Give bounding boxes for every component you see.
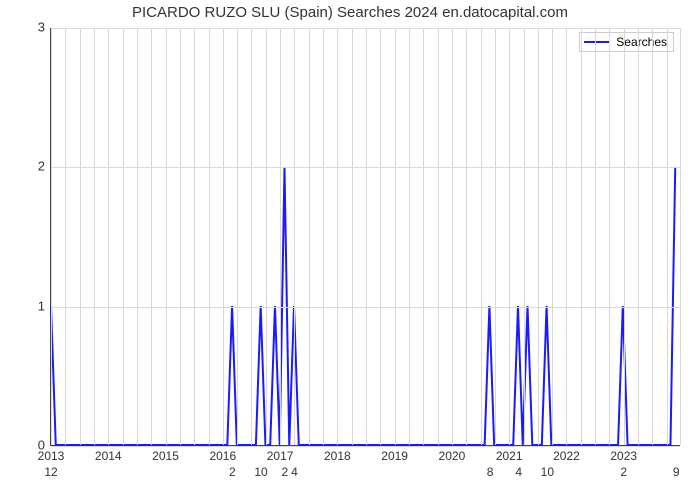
gridline-vertical-minor (538, 28, 539, 445)
value-label: 4 (291, 465, 298, 479)
gridline-vertical (223, 28, 224, 445)
gridline-vertical-minor (481, 28, 482, 445)
plot-area: Searches 0123201320142015201620172018201… (50, 28, 680, 446)
gridline-vertical-minor (309, 28, 310, 445)
gridline-vertical-minor (380, 28, 381, 445)
gridline-vertical (566, 28, 567, 445)
gridline-vertical-minor (652, 28, 653, 445)
x-tick-label: 2021 (496, 449, 523, 463)
x-tick-label: 2020 (439, 449, 466, 463)
y-tick-label: 2 (38, 159, 45, 174)
value-label: 10 (254, 465, 267, 479)
value-label: 8 (487, 465, 494, 479)
gridline-vertical-minor (423, 28, 424, 445)
gridline-vertical (680, 28, 681, 445)
gridline-vertical-minor (194, 28, 195, 445)
gridline-vertical-minor (123, 28, 124, 445)
gridline-vertical-minor (609, 28, 610, 445)
gridline-vertical (452, 28, 453, 445)
gridline-vertical-minor (65, 28, 66, 445)
gridline-vertical (166, 28, 167, 445)
gridline-vertical-minor (438, 28, 439, 445)
value-label: 10 (541, 465, 554, 479)
x-tick-label: 2017 (267, 449, 294, 463)
gridline-vertical (51, 28, 52, 445)
chart-title: PICARDO RUZO SLU (Spain) Searches 2024 e… (0, 4, 700, 21)
gridline-vertical (337, 28, 338, 445)
value-label: 2 (620, 465, 627, 479)
value-label: 12 (44, 465, 57, 479)
gridline-vertical-minor (209, 28, 210, 445)
gridline-vertical (280, 28, 281, 445)
x-tick-label: 2014 (95, 449, 122, 463)
gridline-vertical-minor (180, 28, 181, 445)
gridline-vertical-minor (667, 28, 668, 445)
value-label: 2 (282, 465, 289, 479)
value-label: 4 (515, 465, 522, 479)
gridline-vertical-minor (581, 28, 582, 445)
gridline-vertical (509, 28, 510, 445)
x-tick-label: 2019 (381, 449, 408, 463)
value-label: 2 (229, 465, 236, 479)
x-tick-label: 2015 (152, 449, 179, 463)
gridline-vertical-minor (266, 28, 267, 445)
gridline-vertical-minor (495, 28, 496, 445)
x-tick-label: 2018 (324, 449, 351, 463)
gridline-vertical-minor (595, 28, 596, 445)
gridline-vertical-minor (323, 28, 324, 445)
gridline-vertical-minor (409, 28, 410, 445)
gridline-vertical (108, 28, 109, 445)
gridline-horizontal (51, 446, 680, 447)
gridline-vertical-minor (94, 28, 95, 445)
x-tick-label: 2013 (38, 449, 65, 463)
gridline-horizontal (51, 28, 680, 29)
gridline-vertical-minor (294, 28, 295, 445)
gridline-vertical-minor (638, 28, 639, 445)
gridline-vertical-minor (352, 28, 353, 445)
gridline-vertical-minor (151, 28, 152, 445)
gridline-horizontal (51, 307, 680, 308)
y-tick-label: 1 (38, 298, 45, 313)
x-tick-label: 2016 (209, 449, 236, 463)
gridline-vertical-minor (251, 28, 252, 445)
x-tick-label: 2023 (610, 449, 637, 463)
gridline-vertical-minor (80, 28, 81, 445)
gridline-vertical-minor (137, 28, 138, 445)
gridline-vertical-minor (524, 28, 525, 445)
gridline-vertical-minor (237, 28, 238, 445)
gridline-vertical-minor (366, 28, 367, 445)
gridline-vertical (624, 28, 625, 445)
gridline-horizontal (51, 167, 680, 168)
gridline-vertical-minor (552, 28, 553, 445)
value-label: 9 (673, 465, 680, 479)
chart-container: PICARDO RUZO SLU (Spain) Searches 2024 e… (0, 0, 700, 500)
x-tick-label: 2022 (553, 449, 580, 463)
y-tick-label: 3 (38, 20, 45, 35)
gridline-vertical (395, 28, 396, 445)
gridline-vertical-minor (466, 28, 467, 445)
